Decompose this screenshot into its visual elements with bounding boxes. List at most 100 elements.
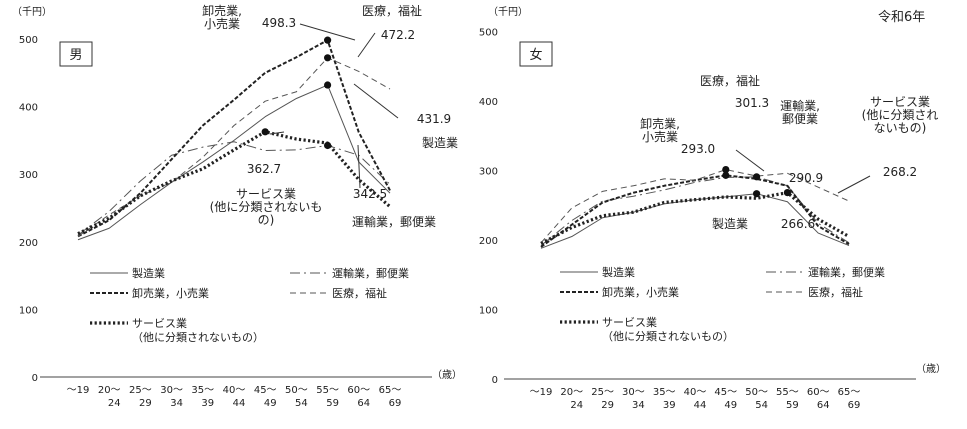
y-tick-label: 500 xyxy=(479,28,498,39)
era-label: 令和6年 xyxy=(878,10,926,25)
series-line xyxy=(540,169,850,244)
leader-line xyxy=(357,32,376,58)
x-tick-label: 65～ xyxy=(838,387,861,398)
leader-line xyxy=(735,149,765,172)
x-tick-label: 45～ xyxy=(254,385,277,396)
series-line xyxy=(540,176,850,246)
x-tick-label: 65～ xyxy=(379,385,402,396)
y-tick-label: 300 xyxy=(19,170,38,181)
data-label: 472.2 xyxy=(381,28,415,42)
data-label: 運輸業,郵便業 xyxy=(780,98,820,126)
legend-label: 製造業 xyxy=(132,266,165,280)
y-unit-label: （千円） xyxy=(488,6,528,18)
x-tick-label: 49 xyxy=(724,400,737,411)
series-line xyxy=(540,191,850,245)
legend-label: 卸売業，小売業 xyxy=(132,286,209,300)
leader-line xyxy=(837,175,871,194)
x-tick-label: 55～ xyxy=(776,387,799,398)
legend-label: 運輸業，郵便業 xyxy=(808,265,885,279)
x-tick-label: 39 xyxy=(201,398,214,409)
x-tick-label: 50～ xyxy=(745,387,768,398)
series-line xyxy=(77,130,392,236)
x-tick-label: 30～ xyxy=(622,387,645,398)
x-tick-label: 44 xyxy=(694,400,707,411)
data-label: 431.9 xyxy=(417,112,451,126)
y-tick-label: 100 xyxy=(479,306,498,317)
data-label: 293.0 xyxy=(681,142,715,156)
legend-label: サービス業 xyxy=(602,316,657,329)
y-unit-label: （千円） xyxy=(12,6,52,18)
y-tick-label: 200 xyxy=(479,236,498,247)
data-label: 362.7 xyxy=(247,162,281,176)
y-tick-label: 0 xyxy=(492,375,498,386)
data-label: サービス業(他に分類されないもの) xyxy=(862,95,939,135)
y-tick-label: 0 xyxy=(32,373,38,384)
data-label: 製造業 xyxy=(422,136,458,150)
data-point-marker xyxy=(324,36,332,44)
data-point-marker xyxy=(753,190,761,198)
x-tick-label: ～19 xyxy=(530,387,553,398)
x-tick-label: 60～ xyxy=(807,387,830,398)
panel-box xyxy=(519,41,553,67)
x-tick-label: 50～ xyxy=(285,385,308,396)
panel-label: 男 xyxy=(69,48,82,63)
x-tick-label: 24 xyxy=(570,400,583,411)
data-label: 運輸業，郵便業 xyxy=(352,214,436,229)
x-tick-label: 55～ xyxy=(316,385,339,396)
legend-label: 運輸業，郵便業 xyxy=(332,266,409,280)
x-tick-label: 59 xyxy=(786,400,799,411)
data-point-marker xyxy=(324,81,332,89)
data-point-marker xyxy=(324,54,332,62)
data-label: サービス業(他に分類されないもの) xyxy=(210,187,323,227)
x-tick-label: 64 xyxy=(357,398,370,409)
y-tick-label: 100 xyxy=(19,305,38,316)
legend-label: 医療，福祉 xyxy=(808,285,863,299)
data-label: 290.9 xyxy=(789,171,823,185)
data-label: 卸売業,小売業 xyxy=(202,3,242,31)
x-tick-label: 34 xyxy=(170,398,183,409)
x-tick-label: 20～ xyxy=(560,387,583,398)
data-point-marker xyxy=(783,189,792,197)
data-label: 342.5 xyxy=(353,187,387,201)
x-tick-label: 25～ xyxy=(591,387,614,398)
series-line xyxy=(540,174,850,248)
data-label: 医療，福祉 xyxy=(700,73,760,88)
x-tick-label: 29 xyxy=(601,400,614,411)
leader-line xyxy=(353,83,399,119)
y-tick-label: 200 xyxy=(19,238,38,249)
x-tick-label: 49 xyxy=(264,398,277,409)
panel-male: 0 100 200 300 400 500 （千円） （歳） ～19 20～ 24 25～ 29 30～ 3… xyxy=(12,3,462,409)
x-tick-label: 69 xyxy=(848,400,861,411)
x-tick-label: 59 xyxy=(326,398,339,409)
legend-label: （他に分類されないもの） xyxy=(602,330,734,343)
data-label: 製造業 xyxy=(712,217,748,231)
x-tick-label: 40～ xyxy=(223,385,246,396)
y-tick-label: 500 xyxy=(19,35,38,46)
x-tick-label: 44 xyxy=(233,398,246,409)
x-tick-label: 45～ xyxy=(714,387,737,398)
data-label: 266.6 xyxy=(781,217,815,231)
data-point-marker xyxy=(722,171,730,179)
x-tick-label: 20～ xyxy=(98,385,121,396)
series-line xyxy=(77,84,391,241)
x-unit-label: （歳） xyxy=(432,369,462,381)
x-tick-label: 64 xyxy=(817,400,830,411)
legend-label: 医療，福祉 xyxy=(332,286,387,300)
x-tick-label: 30～ xyxy=(160,385,183,396)
x-tick-label: 54 xyxy=(295,398,308,409)
x-tick-label: 29 xyxy=(139,398,152,409)
x-tick-label: ～19 xyxy=(67,385,90,396)
x-tick-label: 39 xyxy=(663,400,676,411)
y-tick-label: 400 xyxy=(19,103,38,114)
series-line xyxy=(77,141,391,236)
legend-label: 製造業 xyxy=(602,265,635,279)
legend-label: （他に分類されないもの） xyxy=(132,331,264,344)
data-label: 301.3 xyxy=(735,96,769,110)
x-tick-label: 24 xyxy=(108,398,121,409)
leader-line xyxy=(357,144,361,189)
data-label: 卸売業,小売業 xyxy=(640,116,680,144)
x-unit-label: （歳） xyxy=(916,363,946,375)
x-tick-label: 40～ xyxy=(684,387,707,398)
x-tick-label: 35～ xyxy=(191,385,214,396)
leader-line xyxy=(269,131,285,135)
